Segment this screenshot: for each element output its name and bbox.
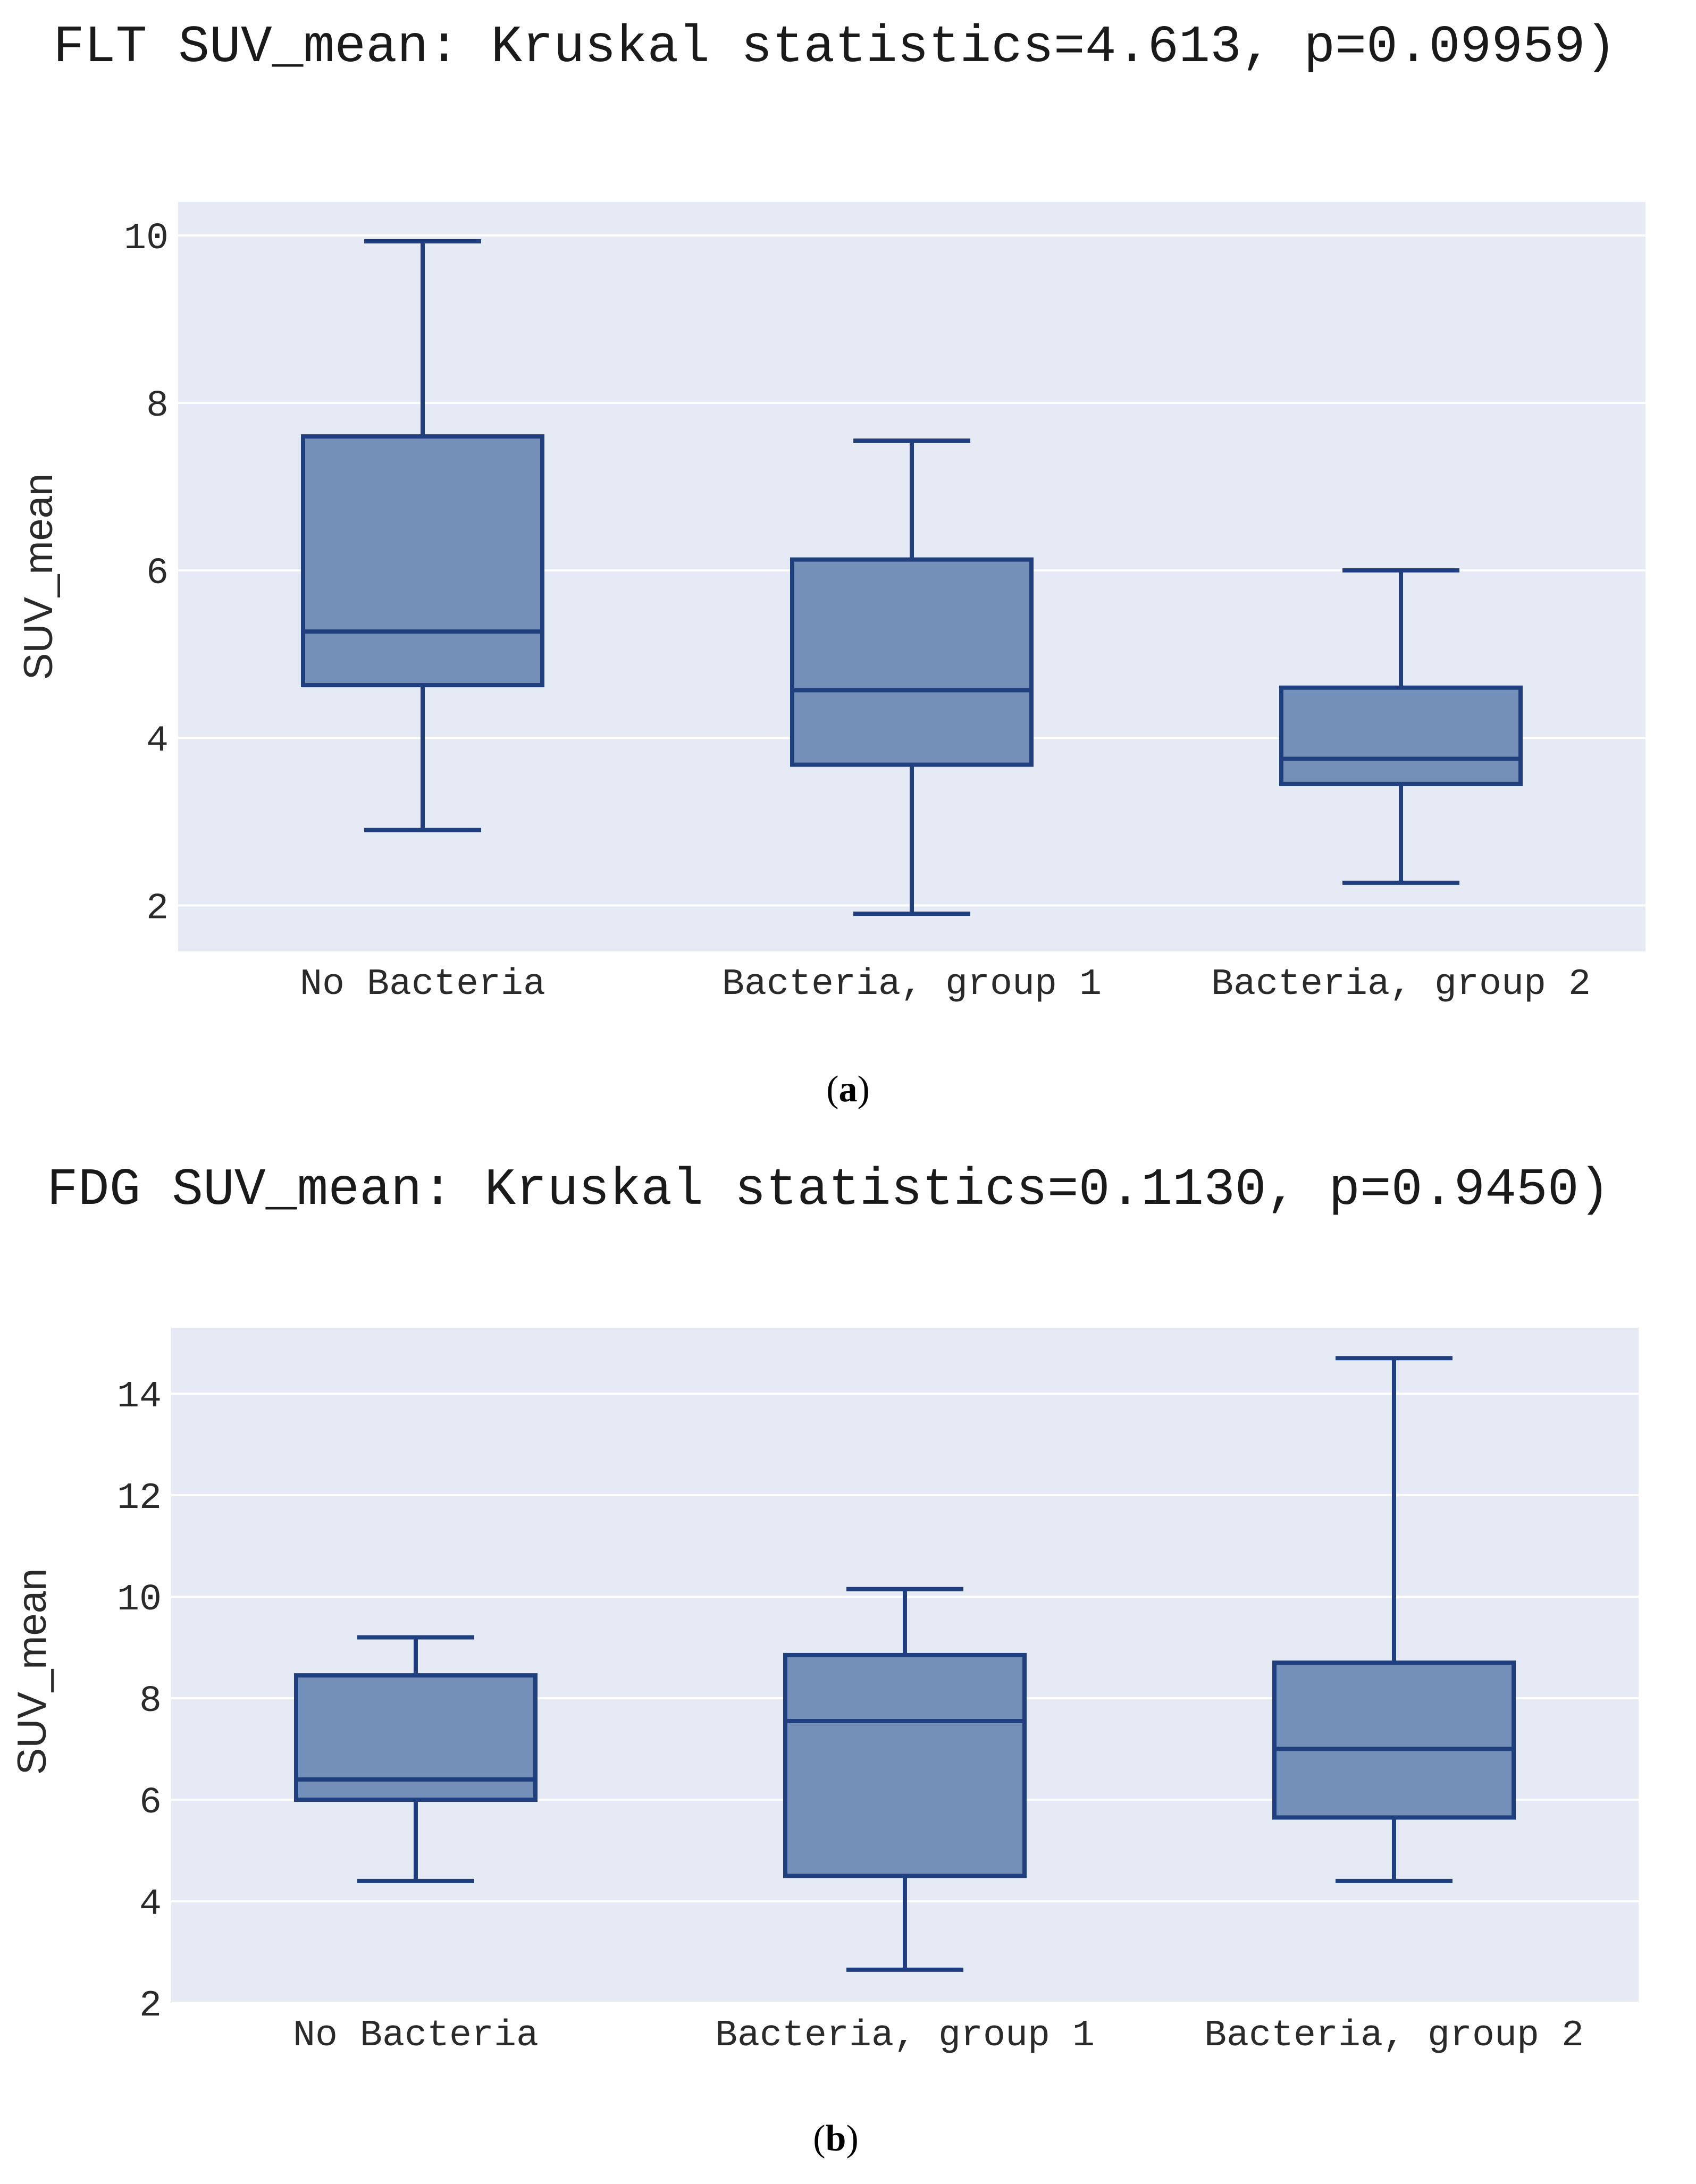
iqr-box: [1279, 685, 1523, 786]
figure-a: FLT SUV_mean: Kruskal statistics=4.613, …: [16, 18, 1645, 1110]
y-tick-label: 4: [139, 1884, 162, 1926]
y-axis-label: SUV_mean: [16, 474, 61, 680]
chart-a-svg: FLT SUV_mean: Kruskal statistics=4.613, …: [16, 18, 1645, 1110]
y-tick-label: 2: [139, 1985, 162, 2027]
box-plot-bacteria-group-2: [1272, 1356, 1516, 1883]
box-plot-bacteria-group-2: [1279, 568, 1523, 885]
caption-letter: b: [826, 2118, 846, 2159]
y-tick-labels: 2 4 6 8 10: [124, 218, 169, 930]
x-category-label: No Bacteria: [293, 2015, 539, 2057]
caption-close-paren: ): [858, 1069, 870, 1110]
chart-b-svg: FDG SUV_mean: Kruskal statistics=0.1130,…: [0, 1137, 1696, 2181]
y-tick-label: 14: [117, 1376, 162, 1418]
figure-caption: (b): [813, 2118, 859, 2159]
box-plot-no-bacteria: [301, 239, 544, 832]
x-category-labels: No Bacteria Bacteria, group 1 Bacteria, gr…: [300, 964, 1591, 1006]
caption-close-paren: ): [846, 2118, 858, 2159]
y-tick-label: 6: [139, 1782, 162, 1824]
y-tick-label: 8: [139, 1681, 162, 1723]
chart-title: FLT SUV_mean: Kruskal statistics=4.613, …: [53, 18, 1616, 77]
box-plot-bacteria-group-1: [790, 438, 1034, 916]
y-tick-label: 8: [146, 385, 169, 427]
box-plots: [301, 239, 1523, 916]
caption-open-paren: (: [826, 1069, 838, 1110]
y-tick-label: 4: [146, 720, 169, 762]
y-tick-labels: 2 4 6 8 10 12 14: [117, 1376, 162, 2027]
y-tick-label: 2: [146, 888, 169, 930]
figure-b: FDG SUV_mean: Kruskal statistics=0.1130,…: [0, 1137, 1696, 2181]
iqr-box: [783, 1652, 1027, 1878]
caption-letter: a: [839, 1069, 858, 1110]
x-category-label: Bacteria, group 1: [715, 2015, 1095, 2057]
caption-open-paren: (: [813, 2118, 825, 2159]
box-plots: [294, 1356, 1516, 1972]
x-category-label: Bacteria, group 2: [1211, 964, 1591, 1006]
y-axis-label: SUV_mean: [10, 1569, 55, 1775]
y-tick-label: 10: [117, 1579, 162, 1621]
x-category-label: Bacteria, group 1: [722, 964, 1102, 1006]
y-tick-label: 10: [124, 218, 169, 260]
x-category-labels: No Bacteria Bacteria, group 1 Bacteria, gr…: [293, 2015, 1584, 2057]
chart-title: FDG SUV_mean: Kruskal statistics=0.1130,…: [47, 1161, 1610, 1220]
iqr-box: [1272, 1660, 1516, 1820]
y-tick-label: 12: [117, 1478, 162, 1520]
box-plot-bacteria-group-1: [783, 1587, 1027, 1972]
x-category-label: No Bacteria: [300, 964, 545, 1006]
iqr-box: [790, 557, 1034, 767]
figure-caption: (a): [826, 1069, 870, 1110]
x-category-label: Bacteria, group 2: [1204, 2015, 1584, 2057]
box-plot-no-bacteria: [294, 1635, 538, 1883]
iqr-box: [301, 434, 544, 688]
y-tick-label: 6: [146, 553, 169, 595]
